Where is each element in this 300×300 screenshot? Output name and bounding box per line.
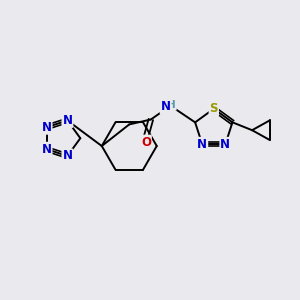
Text: H: H [167, 100, 176, 110]
Text: S: S [209, 102, 218, 115]
Text: N: N [62, 149, 72, 163]
Text: O: O [141, 136, 151, 148]
Text: N: N [42, 143, 52, 156]
Text: N: N [62, 114, 72, 127]
Text: N: N [160, 100, 171, 113]
Text: N: N [197, 138, 207, 151]
Text: N: N [42, 121, 52, 134]
Text: N: N [220, 138, 230, 151]
